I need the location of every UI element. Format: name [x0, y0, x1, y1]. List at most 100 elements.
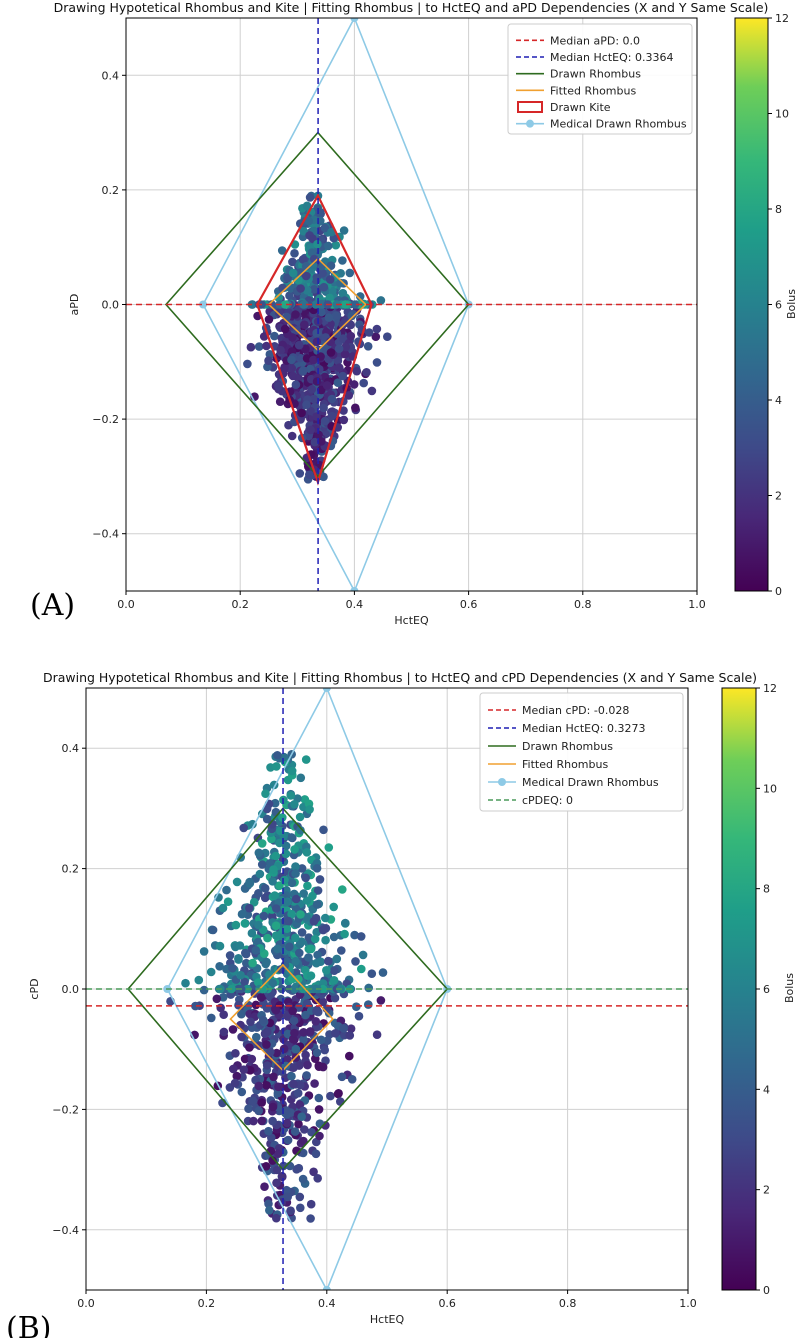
scatter-point	[326, 1091, 335, 1101]
scatter-point	[291, 933, 300, 943]
legend-entry: Medical Drawn Rhombus	[516, 118, 687, 131]
colorbar	[721, 687, 757, 1291]
scatter-point	[275, 838, 284, 848]
y-tick-label: 0.4	[62, 742, 80, 755]
legend-marker	[498, 778, 506, 786]
scatter-point	[331, 1029, 340, 1038]
scatter-point	[319, 282, 329, 292]
scatter-point	[296, 910, 305, 919]
scatter-point	[228, 963, 237, 973]
scatter-point	[319, 825, 328, 835]
colorbar-tick-label: 6	[775, 299, 782, 312]
scatter-point	[325, 293, 334, 303]
scatter-point	[270, 891, 280, 900]
scatter-point	[291, 1044, 301, 1054]
scatter-point	[268, 1116, 277, 1126]
scatter-point	[310, 934, 320, 944]
x-tick-label: 0.2	[198, 1297, 216, 1310]
scatter-point	[240, 919, 250, 928]
scatter-point	[318, 268, 327, 278]
scatter-point	[305, 470, 314, 480]
y-tick-label: 0.0	[62, 983, 80, 996]
scatter-point	[357, 964, 366, 974]
scatter-point	[352, 1002, 361, 1011]
scatter-point	[232, 877, 242, 887]
scatter-point	[237, 1087, 247, 1097]
scatter-point	[283, 1192, 293, 1202]
scatter-point	[248, 819, 257, 829]
scatter-point	[272, 904, 281, 913]
y-tick-label: −0.2	[92, 413, 119, 426]
scatter-point	[340, 349, 350, 359]
legend-label: Median HctEQ: 0.3364	[550, 51, 673, 64]
scatter-point	[291, 968, 301, 977]
scatter-point	[355, 292, 365, 301]
scatter-point	[291, 862, 300, 871]
scatter-point	[312, 1048, 322, 1057]
scatter-point	[283, 1135, 293, 1145]
scatter-point	[215, 962, 224, 971]
scatter-point	[231, 920, 241, 930]
scatter-point	[181, 978, 190, 988]
scatter-point	[301, 755, 311, 764]
scatter-point	[286, 1206, 295, 1215]
legend-label: Fitted Rhombus	[522, 758, 608, 771]
legend-entry: Median HctEQ: 0.3273	[488, 722, 645, 735]
scatter-point	[295, 948, 304, 958]
scatter-point	[319, 403, 328, 413]
scatter-point	[289, 1016, 299, 1025]
legend-entry: Median HctEQ: 0.3364	[516, 51, 673, 64]
scatter-point	[306, 971, 316, 980]
scatter-point	[378, 968, 388, 977]
scatter-point	[237, 1032, 246, 1042]
scatter-point	[292, 1165, 301, 1174]
fitted-rhombus	[267, 257, 367, 352]
scatter-point	[225, 951, 235, 960]
scatter-point	[298, 984, 308, 994]
scatter-point	[339, 415, 349, 425]
scatter-point	[324, 843, 334, 852]
scatter-point	[312, 927, 322, 937]
scatter-point	[288, 1006, 298, 1016]
scatter-point	[245, 877, 254, 887]
scatter-point	[257, 1098, 267, 1107]
scatter-point	[287, 833, 296, 842]
scatter-point	[301, 1050, 310, 1060]
scatter-point	[341, 918, 350, 928]
scatter-point	[339, 226, 349, 235]
scatter-point	[298, 255, 308, 264]
scatter-point	[264, 1126, 273, 1136]
scatter-point	[274, 382, 283, 391]
scatter-point	[336, 1097, 345, 1106]
scatter-point	[295, 469, 305, 478]
scatter-point	[297, 864, 307, 873]
x-tick-label: 0.8	[559, 1297, 577, 1310]
scatter-point	[283, 1029, 293, 1039]
scatter-point	[304, 953, 313, 962]
scatter-point	[282, 312, 291, 322]
scatter-point	[299, 889, 309, 898]
scatter-point	[338, 256, 347, 265]
scatter-point	[194, 975, 204, 985]
scatter-point	[333, 1089, 343, 1099]
colorbar-title: Bolus	[783, 973, 796, 1003]
scatter-point	[251, 1000, 261, 1010]
legend-entry: cPDEQ: 0	[488, 794, 573, 807]
scatter-point	[339, 1024, 348, 1033]
legend-entry: Fitted Rhombus	[516, 84, 636, 97]
scatter-point	[319, 472, 328, 482]
scatter-point	[307, 385, 317, 394]
scatter-point	[315, 365, 324, 374]
scatter-point	[302, 848, 312, 857]
scatter-point	[338, 334, 348, 343]
scatter-point	[301, 271, 311, 281]
scatter-point	[376, 996, 386, 1005]
scatter-point	[240, 977, 249, 987]
scatter-point	[290, 1127, 300, 1136]
y-tick-label: 0.0	[102, 299, 120, 312]
scatter-point	[245, 1066, 255, 1075]
scatter-point	[282, 1118, 292, 1128]
scatter-point	[307, 1127, 316, 1137]
scatter-point	[333, 378, 343, 388]
